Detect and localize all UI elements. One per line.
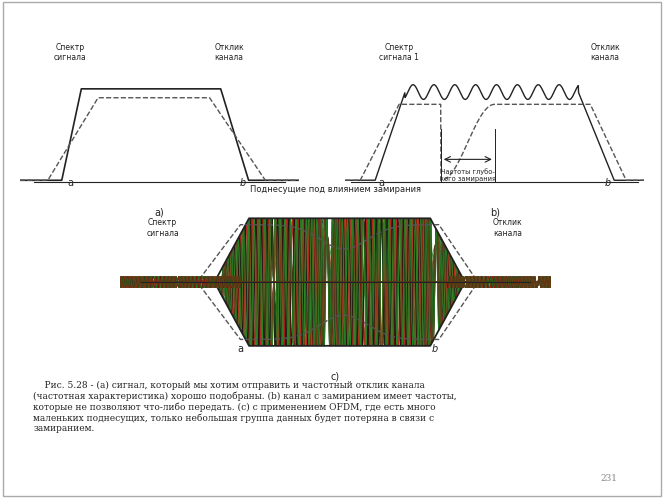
Text: Отклик
канала: Отклик канала <box>590 43 620 62</box>
Text: b: b <box>605 178 612 188</box>
Text: b: b <box>432 344 438 354</box>
Text: a: a <box>237 344 244 354</box>
Text: b): b) <box>489 207 500 217</box>
Text: 231: 231 <box>600 474 618 483</box>
Text: Спектр
сигнала: Спектр сигнала <box>146 218 179 238</box>
Text: Рис. 5.28 - (a) сигнал, который мы хотим отправить и частотный отклик канала
(ча: Рис. 5.28 - (a) сигнал, который мы хотим… <box>33 381 457 433</box>
Text: b: b <box>240 178 246 188</box>
Text: Частоты глубо-
кого замирания: Частоты глубо- кого замирания <box>440 168 496 182</box>
Text: Отклик
канала: Отклик канала <box>493 218 523 238</box>
Text: a): a) <box>155 207 164 217</box>
Text: c): c) <box>331 372 340 381</box>
Text: a: a <box>378 178 384 188</box>
Text: Спектр
сигнала 1: Спектр сигнала 1 <box>379 43 419 62</box>
Text: Поднесущие под влиянием замирания: Поднесущие под влиянием замирания <box>250 185 421 194</box>
Text: Спектр
сигнала: Спектр сигнала <box>54 43 86 62</box>
Text: a: a <box>67 178 73 188</box>
Text: Отклик
канала: Отклик канала <box>214 43 244 62</box>
